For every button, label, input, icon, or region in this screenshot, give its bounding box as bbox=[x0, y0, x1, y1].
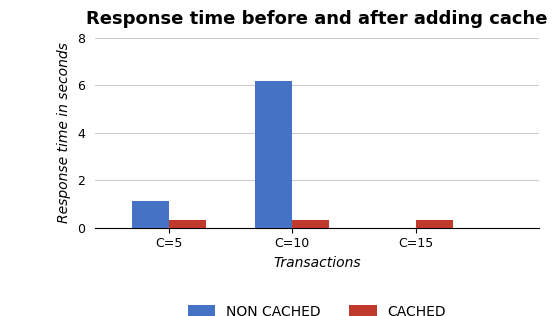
Bar bbox=[292, 221, 329, 228]
Bar bbox=[168, 221, 206, 228]
X-axis label: Transactions: Transactions bbox=[273, 256, 361, 270]
Y-axis label: Response time in seconds: Response time in seconds bbox=[57, 42, 71, 223]
Title: Response time before and after adding cache: Response time before and after adding ca… bbox=[86, 10, 548, 28]
Bar bbox=[416, 221, 453, 228]
Bar bbox=[255, 81, 292, 228]
Bar bbox=[132, 202, 168, 228]
Legend: NON CACHED, CACHED: NON CACHED, CACHED bbox=[187, 305, 446, 316]
